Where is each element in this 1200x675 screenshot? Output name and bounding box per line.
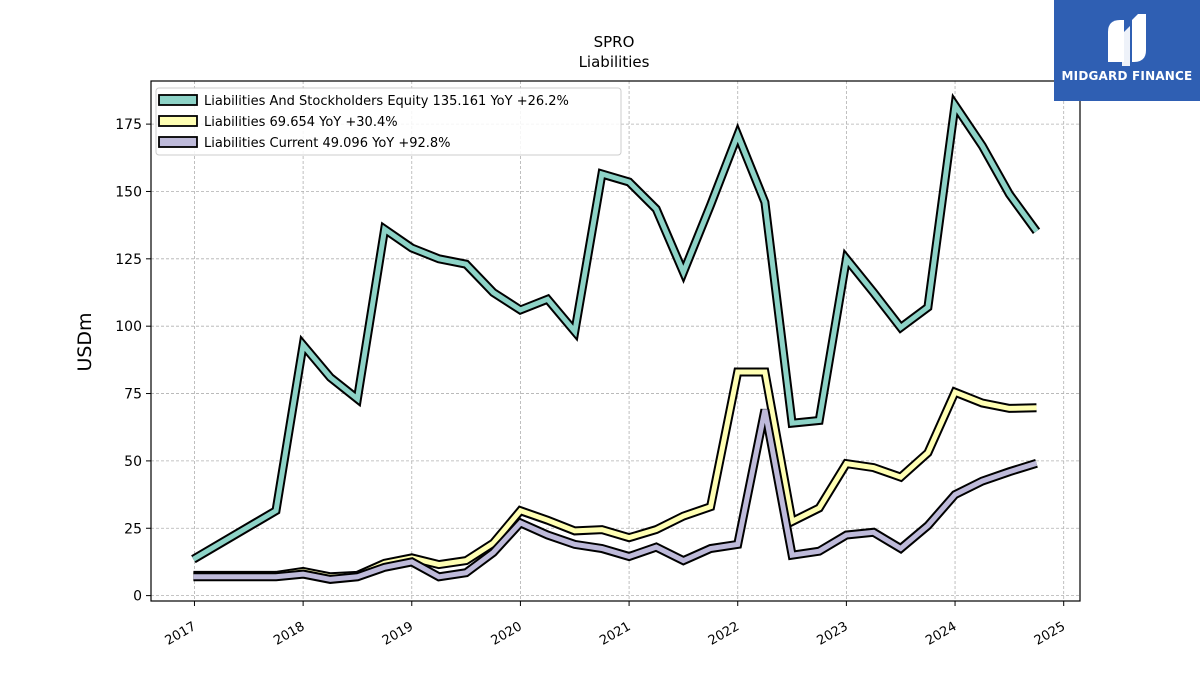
y-tick-label: 25 <box>124 521 142 537</box>
legend-label: Liabilities And Stockholders Equity 135.… <box>204 94 569 109</box>
series-line-0 <box>192 98 1039 562</box>
legend-swatch <box>158 94 198 106</box>
x-tick-label: 2020 <box>489 619 525 649</box>
y-axis-label: USDm <box>74 312 96 371</box>
series-outline-0 <box>191 92 1041 564</box>
y-tick-label: 75 <box>124 387 142 403</box>
x-tick-label: 2024 <box>923 619 959 649</box>
chart-title: SPRO <box>594 33 635 51</box>
legend-label: Liabilities Current 49.096 YoY +92.8% <box>204 136 451 151</box>
y-tick-label: 125 <box>115 252 142 268</box>
y-tick-label: 50 <box>124 454 142 470</box>
x-axis: 2017 2018 2019 2020 2021 2022 2023 2024 2025 <box>163 601 1068 649</box>
x-tick-label: 2019 <box>380 619 416 649</box>
x-tick-label: 2023 <box>815 619 851 649</box>
midgard-logo-icon <box>1108 14 1146 66</box>
y-tick-label: 0 <box>133 589 142 605</box>
y-axis: 0 25 50 75 100 125 150 175 <box>115 117 151 605</box>
x-tick-label: 2022 <box>706 619 742 649</box>
series-line-2 <box>193 409 1038 582</box>
legend-swatch <box>158 136 198 148</box>
x-tick-label: 2025 <box>1032 619 1068 649</box>
legend: Liabilities And Stockholders Equity 135.… <box>155 87 622 156</box>
x-tick-label: 2017 <box>163 619 199 649</box>
y-tick-label: 175 <box>115 117 142 133</box>
y-tick-label: 150 <box>115 184 142 200</box>
plot-frame <box>150 80 1081 602</box>
legend-box <box>155 87 622 156</box>
legend-label: Liabilities 69.654 YoY +30.4% <box>204 115 398 130</box>
brand-logo: MIDGARD FINANCE <box>1054 0 1200 101</box>
x-tick-label: 2021 <box>597 619 633 649</box>
x-tick-label: 2018 <box>271 619 307 649</box>
brand-name: MIDGARD FINANCE <box>1061 69 1193 83</box>
y-tick-label: 100 <box>115 319 142 335</box>
series-layer <box>191 92 1041 584</box>
grid <box>151 81 1080 601</box>
chart-subtitle: Liabilities <box>579 53 650 71</box>
legend-swatch <box>158 115 198 127</box>
